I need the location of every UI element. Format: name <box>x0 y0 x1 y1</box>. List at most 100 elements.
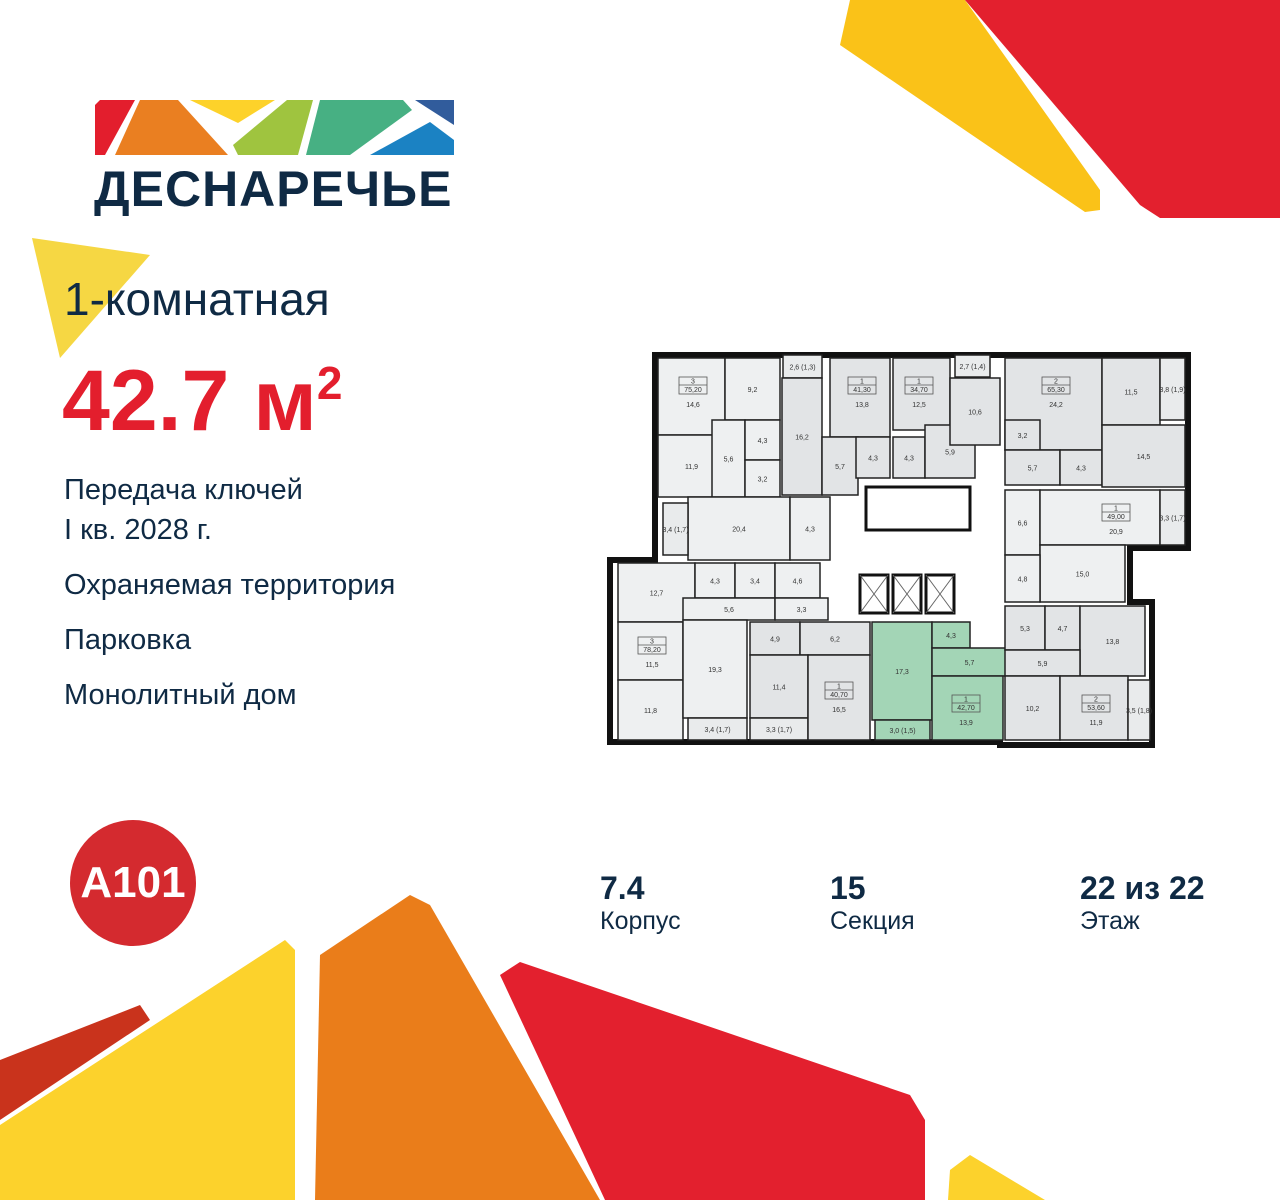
area-unit-sup: 2 <box>316 357 343 409</box>
balcony <box>954 354 991 378</box>
apartment-badge-selected[interactable]: 142,70 <box>951 694 981 713</box>
apartment-badge[interactable]: 140,70 <box>824 681 854 700</box>
room <box>1079 605 1146 677</box>
room-area-label: 10,2 <box>1026 706 1040 713</box>
room-area-label: 12,7 <box>650 591 664 598</box>
feature-parking: Парковка <box>64 624 192 656</box>
deco-red-bottom-left <box>0 1005 150 1120</box>
room-area-label: 3,2 <box>758 477 768 484</box>
balcony <box>874 719 931 741</box>
balcony <box>687 717 748 741</box>
room <box>617 621 684 681</box>
room <box>799 621 871 656</box>
room-area-label: 20,4 <box>732 527 746 534</box>
room <box>724 357 781 421</box>
room-area-label: 13,9 <box>959 720 973 727</box>
room <box>1004 449 1061 486</box>
apartment-type: 1-комнатная <box>64 273 330 325</box>
apartment-badge[interactable]: 253,60 <box>1081 694 1111 713</box>
stat-floor: 22 из 22 Этаж <box>1080 870 1205 936</box>
stat-building: 7.4 Корпус <box>600 870 681 936</box>
room-area-label: 3,4 <box>750 579 760 586</box>
apartment-rooms: 1 <box>964 697 968 704</box>
room-area-label: 17,3 <box>895 669 909 676</box>
feature-monolithic: Монолитный дом <box>64 679 297 711</box>
room <box>1004 489 1041 556</box>
room-area-label: 3,3 (1,7) <box>1159 516 1185 523</box>
room <box>744 459 781 498</box>
room-area-label: 3,3 (1,7) <box>766 727 792 734</box>
room-area-label: 4,8 <box>1018 577 1028 584</box>
balcony <box>1159 357 1186 421</box>
room <box>1004 554 1041 603</box>
apartment-area: 42,70 <box>957 705 975 712</box>
room <box>1039 544 1126 603</box>
room <box>781 377 823 496</box>
room-area-label: 5,7 <box>965 660 975 667</box>
apartment-badge[interactable]: 141,30 <box>847 376 877 395</box>
apartment-badge[interactable]: 265,30 <box>1041 376 1071 395</box>
apartment-badge[interactable]: 375,20 <box>678 376 708 395</box>
room-area-label: 14,5 <box>1137 454 1151 461</box>
room-area-label: 6,2 <box>830 637 840 644</box>
room <box>1004 675 1061 741</box>
deco-orange-bottom <box>315 895 600 1200</box>
room-area-label: 4,6 <box>793 579 803 586</box>
apartment-area: 78,20 <box>643 647 661 654</box>
stat-floor-value: 22 из 22 <box>1080 870 1205 906</box>
apartment-area: 75,20 <box>684 387 702 394</box>
balcony <box>1159 489 1186 546</box>
apartment-area: 49,00 <box>1107 514 1125 521</box>
room-area-label: 11,4 <box>772 685 785 692</box>
room-area-label: 4,3 <box>946 633 956 640</box>
apartment-area: 65,30 <box>1047 387 1065 394</box>
room <box>682 619 748 719</box>
room <box>1059 449 1103 486</box>
deco-red-bottom <box>500 962 925 1200</box>
room <box>931 621 971 649</box>
stat-section-value: 15 <box>830 870 866 906</box>
room <box>749 654 809 719</box>
room-area-label: 5,6 <box>724 457 734 464</box>
room-area-label: 4,3 <box>805 527 815 534</box>
apartment-badge[interactable]: 378,20 <box>637 636 667 655</box>
room-area-label: 4,3 <box>1076 466 1086 473</box>
deco-yellow-bottom-left <box>0 940 295 1200</box>
room <box>807 654 871 741</box>
balcony <box>662 502 689 556</box>
room <box>617 679 684 741</box>
room-area-label: 14,6 <box>686 402 700 409</box>
stat-building-label: Корпус <box>600 907 681 935</box>
elevator-shaft <box>891 573 923 615</box>
stairwell <box>864 485 972 532</box>
room-area-label: 15,0 <box>1076 572 1090 579</box>
room-area-label: 4,9 <box>770 637 780 644</box>
apartment-rooms: 1 <box>917 379 921 386</box>
apartment-badge[interactable]: 134,70 <box>904 376 934 395</box>
room-area-label: 16,5 <box>832 707 846 714</box>
a101-logo: A101 <box>70 820 196 946</box>
stat-building-value: 7.4 <box>600 870 645 906</box>
apartment-area: 34,70 <box>910 387 928 394</box>
apartment-badge[interactable]: 149,00 <box>1101 503 1131 522</box>
elevator-shaft <box>858 573 890 615</box>
room-area-label: 13,8 <box>1106 639 1120 646</box>
room-area-label: 4,3 <box>904 456 914 463</box>
room-area-label: 11,5 <box>1124 390 1137 397</box>
room-area-label: 2,6 (1,3) <box>789 365 815 372</box>
room-area-label: 3,2 <box>1018 433 1028 440</box>
room <box>949 377 1001 446</box>
apartment-area: 42.7 м2 <box>62 352 343 451</box>
elevator-shaft <box>924 573 956 615</box>
handover-line-1: Передача ключей <box>64 474 303 506</box>
apartment-rooms: 1 <box>860 379 864 386</box>
room <box>789 496 831 561</box>
balcony <box>1127 679 1151 741</box>
room-area-label: 3,0 (1,5) <box>889 728 915 735</box>
stat-floor-label: Этаж <box>1080 907 1140 935</box>
stat-section: 15 Секция <box>830 870 915 936</box>
stat-section-label: Секция <box>830 907 915 935</box>
room-area-label: 3,8 (1,9) <box>1159 387 1185 394</box>
